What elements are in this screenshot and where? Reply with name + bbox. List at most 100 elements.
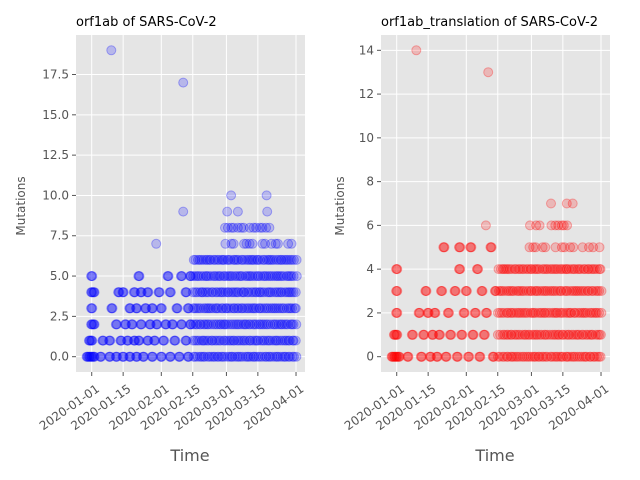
left-data-point (251, 319, 262, 330)
right-data-point (551, 351, 562, 362)
left-data-point (270, 335, 281, 346)
left-data-point (233, 319, 244, 330)
right-data-point (563, 329, 573, 340)
left-data-point (192, 319, 203, 330)
right-data-point (568, 286, 579, 296)
right-data-point (490, 286, 501, 296)
left-data-point (165, 287, 176, 298)
left-data-point (261, 303, 272, 314)
left-data-point (110, 351, 121, 362)
left-data-point (198, 335, 209, 346)
right-data-point (506, 307, 517, 318)
right-data-point (487, 351, 498, 362)
right-data-point (583, 264, 594, 275)
left-data-point (199, 335, 210, 346)
left-data-point (182, 303, 193, 314)
right-data-point (566, 329, 577, 340)
left-data-point (86, 351, 97, 362)
left-data-point (143, 335, 154, 346)
left-data-point (244, 238, 255, 249)
left-data-point (183, 303, 194, 314)
right-data-point (391, 286, 402, 296)
right-data-point (520, 329, 531, 340)
left-data-point (257, 351, 268, 362)
right-data-point (526, 264, 537, 275)
right-data-point (386, 351, 397, 362)
left-data-point (271, 351, 282, 362)
left-data-point (209, 335, 220, 346)
left-data-point (175, 319, 186, 330)
left-data-point (232, 222, 243, 233)
left-data-point (176, 319, 187, 330)
right-data-point (548, 286, 559, 296)
left-y-tick-label: 12.5 (42, 148, 69, 162)
left-data-point (104, 335, 115, 346)
right-data-point (503, 329, 514, 340)
right-data-point (429, 307, 440, 318)
left-data-point (214, 287, 225, 298)
left-data-point (253, 254, 263, 265)
left-data-point (242, 254, 253, 265)
left-data-point (195, 351, 205, 362)
left-data-point (190, 254, 201, 265)
left-data-point (228, 319, 239, 330)
right-data-point (525, 286, 536, 296)
left-data-point (227, 271, 238, 282)
right-data-point (392, 351, 403, 362)
right-data-point (445, 329, 455, 340)
right-data-point (567, 198, 578, 209)
left-data-point (222, 335, 233, 346)
right-data-point (528, 307, 539, 318)
right-data-point (586, 329, 597, 340)
left-data-point (87, 351, 98, 362)
left-data-point (192, 271, 203, 282)
left-data-point (220, 303, 231, 314)
left-data-point (211, 303, 222, 314)
right-data-point (451, 351, 462, 362)
left-data-point (230, 271, 240, 282)
left-data-point (288, 319, 299, 330)
right-data-point (486, 242, 497, 253)
right-data-point (542, 329, 553, 340)
left-data-point (273, 303, 284, 314)
right-data-point (501, 286, 512, 296)
right-data-point (406, 329, 417, 340)
left-data-point (216, 351, 227, 362)
right-data-point (540, 351, 551, 362)
left-data-point (156, 351, 167, 362)
left-data-point (257, 335, 268, 346)
left-data-point (261, 190, 272, 201)
right-data-point (546, 351, 557, 362)
right-data-point (452, 351, 463, 362)
left-data-point (284, 287, 295, 298)
left-data-point (271, 319, 282, 330)
right-data-point (459, 307, 470, 318)
left-data-point (235, 351, 246, 362)
right-data-point (557, 329, 568, 340)
left-data-point (280, 351, 291, 362)
left-data-point (174, 351, 185, 362)
left-data-point (208, 319, 219, 330)
right-data-point (423, 307, 434, 318)
left-data-point (89, 287, 100, 298)
left-data-point (202, 287, 213, 298)
left-data-point (104, 335, 115, 346)
right-data-point (556, 220, 567, 231)
left-data-point (151, 238, 162, 249)
right-data-point (471, 264, 482, 275)
left-data-point (265, 254, 276, 265)
right-data-point (539, 307, 550, 318)
left-data-point (136, 319, 147, 330)
left-data-point (86, 319, 97, 330)
right-data-point (558, 329, 569, 340)
left-data-point (287, 319, 297, 330)
left-data-point (226, 238, 237, 249)
left-data-point (130, 335, 140, 346)
left-data-point (276, 254, 287, 265)
right-data-point (552, 351, 563, 362)
left-data-point (286, 287, 297, 298)
left-data-point (290, 287, 301, 298)
left-data-point (246, 254, 257, 265)
right-data-point (507, 286, 518, 296)
left-data-point (262, 287, 273, 298)
